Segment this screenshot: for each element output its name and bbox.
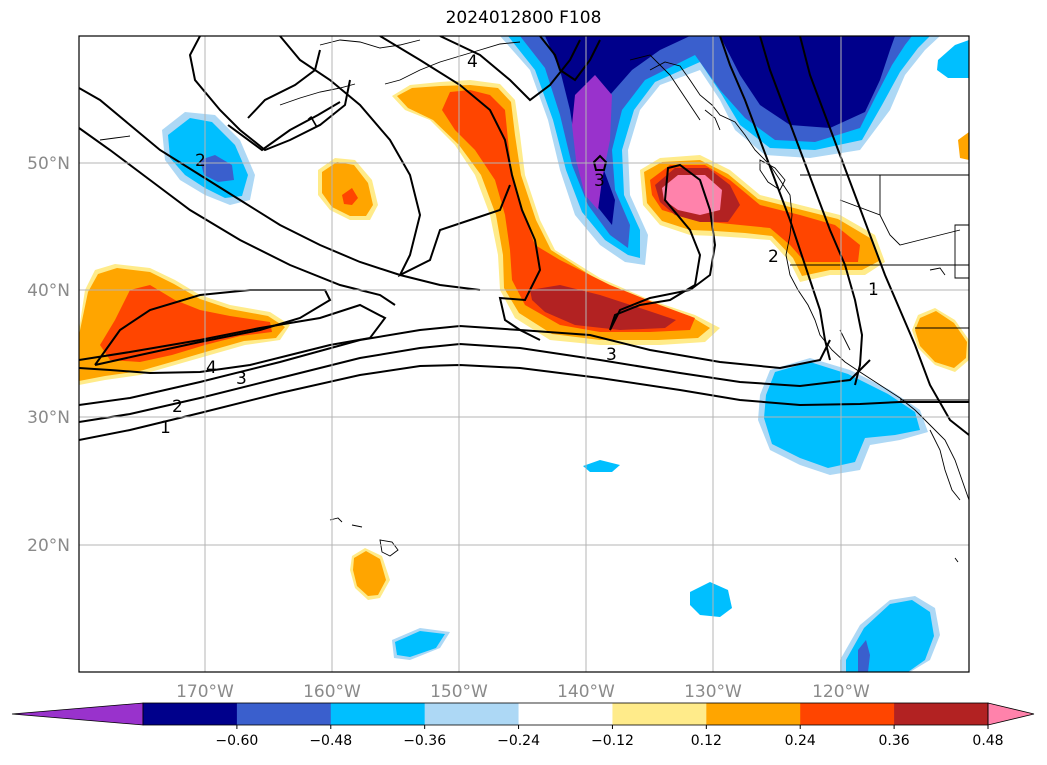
colorbar-swatch [894,703,989,725]
colorbar-tick-label: 0.48 [972,733,1003,749]
colorbar-tick-label: −0.24 [497,733,540,749]
lat-label: 40°N [27,281,70,301]
lat-label: 20°N [27,536,70,556]
contour-label: 4 [206,358,217,378]
colorbar: −0.60 −0.48 −0.36 −0.24 −0.12 0.12 0.24 0.36 0.4… [11,702,1035,749]
lat-label: 50°N [27,154,70,174]
contour-label: 1 [160,418,171,438]
contour-label: 2 [195,151,206,171]
lon-label: 130°W [684,682,742,702]
colorbar-tick-label: 0.12 [691,733,722,749]
contour-label: 3 [594,171,605,191]
lat-label: 30°N [27,408,70,428]
colorbar-tick-label: −0.36 [403,733,446,749]
latitude-labels: 50°N 40°N 30°N 20°N [27,154,70,556]
negative-anomaly-shading [162,36,969,672]
colorbar-swatch [612,703,707,725]
colorbar-swatch [424,703,520,725]
contour-label: 3 [236,369,247,389]
colorbar-tick-label: −0.60 [215,733,258,749]
colorbar-frame [142,702,989,726]
lon-label: 160°W [303,682,361,702]
colorbar-tick-label: −0.48 [309,733,352,749]
contour-label: 2 [172,397,183,417]
colorbar-tick-label: 0.36 [879,733,910,749]
contour-label: 2 [768,247,779,267]
height-contours [79,36,969,441]
colorbar-swatch [330,703,426,725]
colorbar-extend-low [11,702,144,726]
contour-label: 3 [606,345,617,365]
colorbar-swatch [800,703,895,725]
lon-label: 140°W [557,682,615,702]
colorbar-extend-high [987,702,1035,726]
lon-label: 120°W [812,682,870,702]
colorbar-swatch [143,703,238,725]
map-title: 2024012800 F108 [445,8,602,28]
longitude-labels: 170°W 160°W 150°W 140°W 130°W 120°W [176,682,870,702]
lon-label: 150°W [430,682,488,702]
contour-label: 4 [467,52,478,72]
colorbar-swatch [518,703,613,725]
colorbar-tick-label: 0.24 [785,733,816,749]
colorbar-swatch [706,703,801,725]
lon-label: 170°W [176,682,234,702]
map-frame [78,35,970,673]
graticule [79,36,969,672]
colorbar-tick-label: −0.12 [591,733,634,749]
colorbar-swatch [236,703,332,725]
